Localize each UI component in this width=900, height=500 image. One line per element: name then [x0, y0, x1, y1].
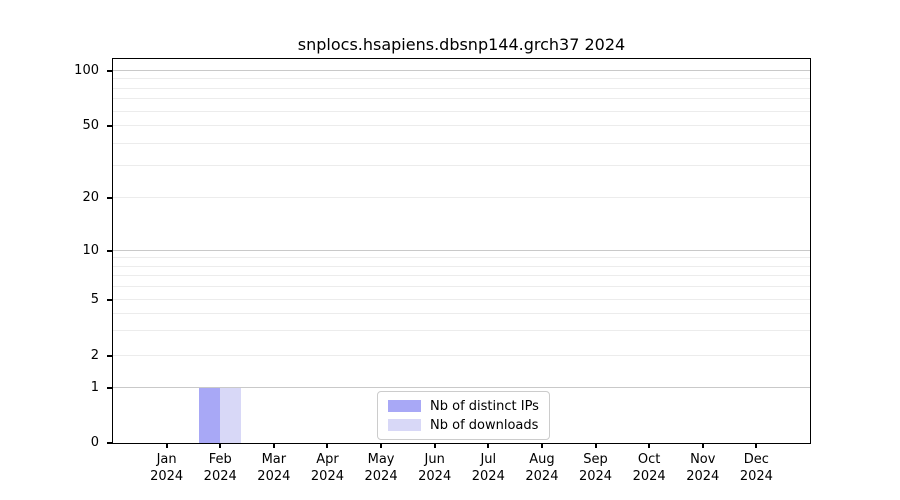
y-tick-label: 1	[90, 380, 99, 396]
x-tick-mark	[272, 444, 275, 448]
y-tick-mark	[107, 387, 112, 390]
y-tick-mark	[107, 250, 112, 252]
bar-downloads	[220, 388, 242, 443]
x-tick-year: 2024	[257, 469, 291, 484]
gridline-minor	[113, 354, 810, 356]
x-tick-year: 2024	[739, 469, 773, 484]
y-tick-label: 100	[74, 62, 99, 78]
x-tick-mark	[219, 444, 222, 448]
gridline-major	[113, 250, 810, 251]
y-tick-label: 2	[90, 347, 99, 363]
gridline-minor	[113, 87, 810, 89]
gridline-minor	[113, 78, 810, 80]
x-tick-month: Jul	[480, 452, 497, 467]
x-tick-month: Jan	[156, 452, 177, 467]
x-tick-mark	[326, 444, 329, 448]
y-tick-label: 20	[82, 190, 99, 205]
x-tick-label: Feb 2024	[192, 451, 248, 485]
x-tick-month: May	[367, 452, 395, 467]
x-tick-year: 2024	[632, 469, 666, 484]
x-tick-label: Mar 2024	[246, 451, 302, 485]
x-tick-mark	[433, 444, 436, 448]
legend-label: Nb of downloads	[430, 417, 539, 433]
plot-area	[112, 58, 811, 444]
x-tick-label: Aug 2024	[514, 451, 570, 485]
x-tick-month: Aug	[529, 452, 555, 467]
y-tick-label: 0	[90, 435, 99, 450]
gridline-minor	[113, 257, 810, 259]
x-tick-mark	[165, 444, 168, 448]
gridline-minor	[113, 125, 810, 127]
y-tick-label: 5	[90, 292, 99, 308]
y-tick-mark	[107, 197, 112, 199]
gridline-major	[113, 69, 810, 71]
x-tick-label: Dec 2024	[728, 451, 784, 485]
gridline-minor	[113, 275, 810, 277]
legend-entry: Nb of distinct IPs	[388, 398, 539, 414]
gridline-minor	[113, 286, 810, 288]
y-tick-mark	[107, 442, 112, 444]
y-tick-mark	[107, 69, 112, 72]
x-tick-mark	[648, 444, 651, 448]
gridline-minor	[113, 197, 810, 199]
x-tick-year: 2024	[203, 469, 237, 484]
gridline-minor	[113, 312, 810, 314]
x-tick-label: Jul 2024	[460, 451, 516, 485]
legend-swatch-downloads	[388, 419, 421, 431]
x-tick-month: Sep	[583, 452, 608, 467]
x-tick-month: Mar	[261, 452, 287, 467]
y-tick-label: 50	[82, 118, 99, 134]
x-tick-label: Sep 2024	[568, 451, 624, 485]
x-tick-mark	[755, 444, 758, 448]
x-tick-year: 2024	[471, 469, 505, 484]
x-tick-year: 2024	[310, 469, 344, 484]
gridline-minor	[113, 110, 810, 112]
x-tick-label: May 2024	[353, 451, 409, 485]
x-tick-mark	[540, 444, 543, 448]
gridline-major	[113, 387, 810, 389]
x-tick-year: 2024	[364, 469, 398, 484]
x-tick-month: Apr	[316, 452, 339, 467]
gridline-minor	[113, 98, 810, 100]
x-tick-month: Dec	[743, 452, 769, 467]
x-tick-year: 2024	[578, 469, 613, 484]
x-tick-month: Oct	[637, 452, 661, 467]
x-tick-label: Oct 2024	[621, 451, 677, 485]
x-tick-year: 2024	[150, 469, 184, 484]
x-tick-year: 2024	[525, 469, 559, 484]
y-tick-mark	[107, 125, 112, 128]
y-tick-mark	[107, 354, 112, 357]
x-tick-month: Feb	[208, 452, 232, 467]
gridline-minor	[113, 142, 810, 144]
x-tick-year: 2024	[418, 469, 452, 484]
y-tick-mark	[107, 299, 112, 302]
x-tick-mark	[701, 444, 704, 448]
gridline-minor	[113, 330, 810, 332]
x-tick-month: Nov	[690, 452, 716, 467]
x-tick-month: Jun	[424, 452, 445, 467]
x-tick-mark	[487, 444, 490, 448]
gridline-minor	[113, 265, 810, 267]
gridline-minor	[113, 299, 810, 301]
gridline-minor	[113, 165, 810, 167]
y-tick-label: 10	[82, 243, 99, 258]
legend-label: Nb of distinct IPs	[430, 398, 539, 414]
legend-entry: Nb of downloads	[388, 417, 539, 433]
chart-title: snplocs.hsapiens.dbsnp144.grch37 2024	[297, 35, 626, 54]
x-tick-mark	[594, 444, 597, 448]
legend-swatch-distinct-ips	[388, 400, 421, 412]
bar-distinct-ips	[199, 388, 221, 443]
x-tick-label: Apr 2024	[299, 451, 355, 485]
x-tick-label: Jun 2024	[407, 451, 463, 485]
legend: Nb of distinct IPs Nb of downloads	[377, 391, 550, 440]
x-tick-year: 2024	[686, 469, 720, 484]
x-tick-mark	[380, 444, 383, 448]
x-tick-label: Jan 2024	[139, 451, 195, 485]
x-tick-label: Nov 2024	[675, 451, 731, 485]
